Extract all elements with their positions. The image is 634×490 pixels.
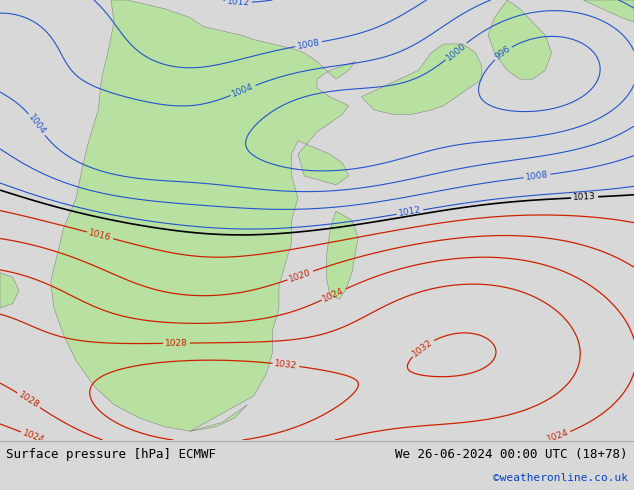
Polygon shape	[583, 0, 634, 22]
Text: 1028: 1028	[16, 390, 41, 410]
Text: 1008: 1008	[297, 38, 321, 50]
Polygon shape	[488, 0, 552, 79]
Text: 1024: 1024	[21, 428, 46, 445]
Text: 1012: 1012	[398, 206, 422, 219]
Text: 996: 996	[493, 44, 512, 62]
Text: 1028: 1028	[165, 339, 188, 348]
Polygon shape	[0, 273, 19, 308]
Text: 1024: 1024	[321, 286, 346, 303]
Text: 1004: 1004	[231, 82, 256, 99]
Text: 1032: 1032	[411, 337, 434, 358]
Polygon shape	[327, 211, 358, 299]
Text: 1012: 1012	[226, 0, 250, 7]
Text: We 26-06-2024 00:00 UTC (18+78): We 26-06-2024 00:00 UTC (18+78)	[395, 447, 628, 461]
Text: 1024: 1024	[545, 428, 570, 444]
Polygon shape	[361, 44, 482, 114]
Text: 1000: 1000	[444, 41, 468, 62]
Text: 1032: 1032	[274, 359, 298, 370]
Text: ©weatheronline.co.uk: ©weatheronline.co.uk	[493, 472, 628, 483]
Text: 1020: 1020	[288, 268, 313, 284]
Text: 1008: 1008	[525, 170, 549, 182]
Text: Surface pressure [hPa] ECMWF: Surface pressure [hPa] ECMWF	[6, 447, 216, 461]
Polygon shape	[51, 0, 355, 431]
Text: 1016: 1016	[88, 228, 112, 243]
Text: 1013: 1013	[573, 193, 597, 202]
Text: 1004: 1004	[26, 113, 48, 136]
